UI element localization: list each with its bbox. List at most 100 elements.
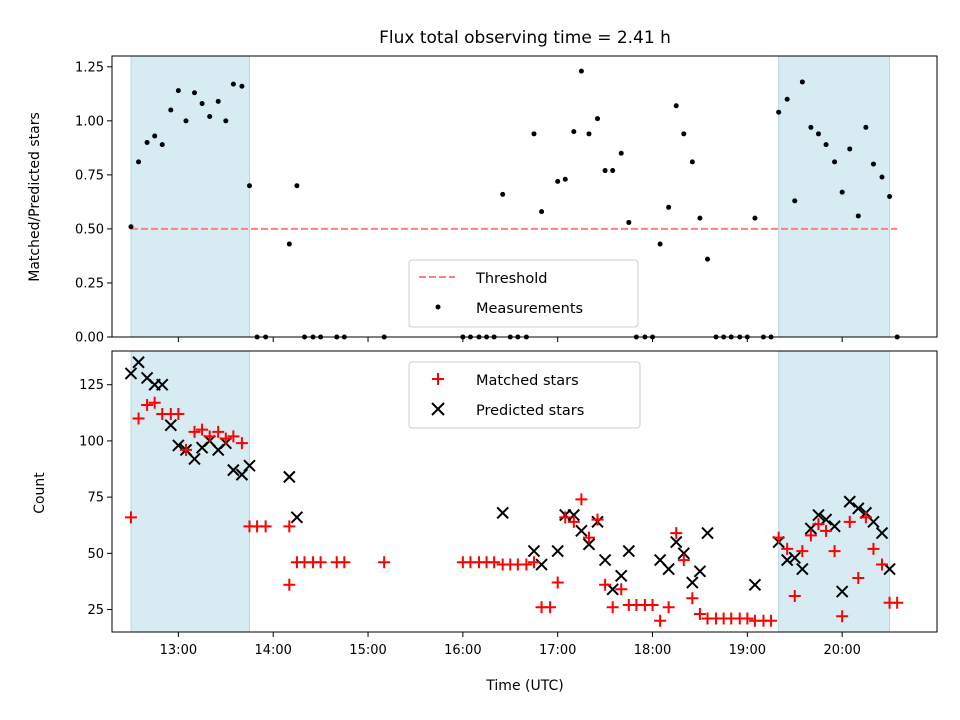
bottom-legend-box: [408, 361, 641, 429]
matched-star-point: [227, 430, 240, 443]
matched-legend-swatch: [432, 373, 444, 385]
measurement-point: [666, 204, 672, 210]
matched-star-point: [567, 515, 580, 528]
top-ytick-label: 0.25: [75, 276, 104, 291]
matched-star-point: [179, 443, 192, 456]
measurement-point: [586, 131, 592, 137]
matched-star-point: [606, 601, 619, 614]
bot-xtick-label: 19:00: [729, 643, 766, 658]
matched-star-point: [646, 599, 659, 612]
predicted-star-point: [622, 544, 636, 558]
measurement-point: [595, 116, 601, 122]
bottom-y-axis-label: Count: [32, 472, 48, 514]
measurement-point: [562, 176, 568, 182]
bot-xtick-label: 18:00: [634, 643, 671, 658]
matched-star-point: [828, 545, 841, 558]
measurement-point: [602, 168, 608, 174]
measurement-point: [752, 215, 758, 221]
predicted-star-point: [686, 576, 699, 589]
matched-star-point: [314, 556, 327, 569]
bot-shaded-region-1: [778, 350, 891, 633]
matched-star-point: [235, 437, 248, 450]
predicted-star-point: [132, 356, 145, 369]
matched-star-point: [259, 520, 272, 533]
top-ytick-label: 0.50: [75, 222, 104, 237]
predicted-star-point: [243, 459, 256, 472]
predicted-star-point: [693, 565, 707, 578]
chart-title: Flux total observing time = 2.41 h: [379, 28, 671, 48]
predicted-star-point: [156, 378, 169, 391]
measurement-point: [207, 114, 213, 120]
matched-star-point: [765, 614, 778, 627]
measurement-point: [855, 213, 861, 219]
measurement-point: [776, 109, 782, 115]
top-x-ticks: [177, 337, 843, 342]
top-panel: 0.00 0.25 0.50 0.75 1.00 1.25 Flux total obse…: [27, 28, 938, 346]
measurement-point: [223, 118, 229, 124]
bottom-y-ticks: 25 50 75 100 125: [79, 378, 112, 618]
bot-ytick-label: 100: [79, 434, 104, 449]
predicted-star-point: [701, 526, 714, 540]
matched-star-point: [677, 554, 690, 567]
bot-ytick-label: 25: [87, 603, 104, 618]
top-legend-box: [408, 259, 639, 328]
predicted-star-point: [835, 585, 849, 598]
bottom-axes-frame: [111, 350, 938, 633]
bot-xtick-label: 16:00: [444, 643, 481, 658]
predicted-star-point: [875, 526, 889, 540]
predicted-star-point: [662, 562, 675, 576]
measurement-point: [239, 83, 245, 89]
measurement-point: [626, 219, 632, 225]
measurement-point: [128, 224, 134, 230]
matched-star-point: [283, 520, 296, 533]
measurement-point: [168, 107, 174, 113]
measurement-point: [192, 90, 197, 96]
matched-star-point: [551, 576, 564, 589]
measurement-point: [792, 198, 798, 204]
measurement-point: [689, 159, 695, 165]
top-shaded-regions: [130, 55, 891, 338]
matched-star-point: [852, 572, 865, 585]
predicted-star-point: [290, 511, 304, 524]
matched-star-point: [859, 511, 872, 524]
measurement-point: [610, 168, 616, 174]
measurement-point: [705, 256, 711, 262]
measurement-point: [697, 215, 703, 221]
bottom-panel: 25 50 75 100 125 13:00 14:00 15:00 16:00 17:00 18…: [32, 350, 938, 694]
measurement-point: [286, 241, 292, 247]
predicted-star-point: [812, 508, 825, 522]
matched-star-point: [686, 592, 699, 605]
bot-xtick-label: 17:00: [539, 643, 576, 658]
predicted-star-point: [788, 551, 801, 565]
measurement-point: [136, 159, 142, 165]
matched-star-point: [196, 423, 209, 436]
top-axes-frame: [111, 55, 938, 338]
top-ytick-label: 1.25: [75, 60, 104, 75]
bot-shaded-region-0: [130, 350, 250, 633]
predicted-star-point: [582, 538, 596, 551]
measurement-point: [657, 241, 663, 247]
bot-ytick-label: 75: [87, 491, 104, 506]
measurement-point: [144, 139, 150, 145]
matched-star-point: [693, 608, 706, 621]
predicted-star-point: [843, 495, 856, 508]
top-shaded-region-1: [778, 55, 891, 338]
matched-star-point: [172, 407, 185, 420]
bottom-shaded-regions: [130, 350, 891, 633]
predicted-star-point: [748, 578, 762, 591]
matched-star-point: [559, 511, 572, 524]
bot-xtick-label: 20:00: [823, 643, 860, 658]
measurement-point: [681, 131, 687, 137]
top-y-axis-label: Matched/Predicted stars: [27, 112, 43, 282]
matched-star-point: [820, 524, 833, 537]
matched-stars-points: [124, 396, 904, 627]
predicted-legend-swatch: [431, 402, 445, 416]
legend-label-predicted: Predicted stars: [476, 403, 584, 419]
top-ytick-label: 1.00: [75, 114, 104, 129]
measurements-legend-swatch: [435, 304, 441, 310]
bot-xtick-label: 15:00: [349, 643, 386, 658]
bottom-x-ticks: 13:00 14:00 15:00 16:00 17:00 18:00 19:00 20:00: [160, 632, 861, 658]
predicted-star-point: [796, 562, 809, 576]
measurement-point: [571, 129, 577, 135]
